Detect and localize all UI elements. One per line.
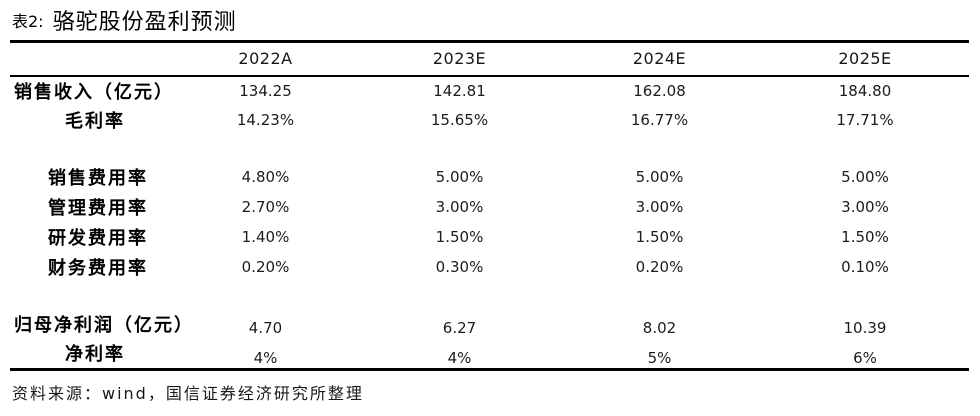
row-label: 归母净利润（亿元）: [14, 314, 194, 336]
value-cell: 3.00%: [435, 197, 484, 216]
value-cell: 4.70: [248, 319, 283, 337]
source-note: 资料来源：wind，国信证券经济研究所整理: [12, 384, 364, 403]
value-cell: 2.70%: [241, 197, 290, 216]
value-cell: 1.50%: [435, 227, 484, 246]
value-cell: 10.39: [843, 319, 887, 337]
header-cell-2025e: 2025E: [838, 49, 892, 69]
value-cell: 3.00%: [635, 197, 684, 216]
row-label: 财务费用率: [48, 257, 148, 279]
header-cell-2023e: 2023E: [432, 49, 487, 69]
value-cell: 6.27: [442, 319, 477, 337]
value-cell: 17.71%: [836, 110, 894, 129]
value-cell: 1.50%: [635, 227, 684, 246]
value-cell: 0.20%: [241, 257, 290, 276]
row-label: 毛利率: [65, 110, 125, 132]
value-cell: 5.00%: [841, 167, 889, 186]
row-label: 销售收入（亿元）: [14, 82, 174, 103]
value-cell: 5.00%: [635, 167, 684, 186]
value-cell: 3.00%: [841, 197, 889, 216]
value-cell: 134.25: [239, 82, 292, 100]
value-cell: 8.02: [642, 319, 677, 337]
table-row-rd-expense: 研发费用率 1.40% 1.50% 1.50% 1.50%: [10, 222, 969, 252]
table-row-net-profit: 归母净利润（亿元） 4.70 6.27 8.02 10.39: [10, 309, 969, 339]
value-cell: 6%: [853, 348, 877, 367]
table-row-finance-expense: 财务费用率 0.20% 0.30% 0.20% 0.10%: [10, 252, 969, 282]
report-table-panel: 表2: 骆驼股份盈利预测 2022A 2023E 2024E 2025E 销售收…: [10, 0, 969, 403]
row-label: 管理费用率: [48, 197, 148, 219]
value-cell: 1.40%: [241, 227, 290, 246]
value-cell: 5%: [647, 348, 672, 367]
spacer-row: [10, 282, 969, 309]
value-cell: 5.00%: [435, 167, 484, 186]
spacer-row: [10, 134, 969, 162]
value-cell: 142.81: [433, 82, 486, 100]
table-row-admin-expense: 管理费用率 2.70% 3.00% 3.00% 3.00%: [10, 192, 969, 222]
table-title: 表2: 骆驼股份盈利预测: [10, 0, 969, 40]
profit-forecast-table: 2022A 2023E 2024E 2025E 销售收入（亿元） 134.25 …: [10, 40, 969, 371]
row-label: 销售费用率: [48, 167, 148, 189]
value-cell: 16.77%: [630, 110, 689, 129]
header-cell-2024e: 2024E: [632, 49, 687, 69]
value-cell: 4.80%: [241, 167, 290, 186]
table-row-net-margin: 净利率 4% 4% 5% 6%: [10, 339, 969, 370]
table-row-gross-margin: 毛利率 14.23% 15.65% 16.77% 17.71%: [10, 106, 969, 134]
row-label: 研发费用率: [48, 227, 148, 249]
header-cell-2022a: 2022A: [238, 49, 293, 69]
value-cell: 0.10%: [841, 257, 889, 276]
value-cell: 162.08: [633, 82, 686, 100]
table-row-selling-expense: 销售费用率 4.80% 5.00% 5.00% 5.00%: [10, 162, 969, 192]
value-cell: 14.23%: [236, 110, 295, 129]
value-cell: 1.50%: [841, 227, 889, 246]
row-label: 净利率: [65, 344, 125, 366]
value-cell: 15.65%: [430, 110, 489, 129]
value-cell: 0.20%: [635, 257, 684, 276]
value-cell: 4%: [447, 348, 472, 367]
value-cell: 184.80: [838, 82, 892, 100]
table-title-text: 骆驼股份盈利预测: [52, 10, 237, 35]
table-title-prefix: 表2:: [12, 12, 44, 31]
table-row-revenue: 销售收入（亿元） 134.25 142.81 162.08 184.80: [10, 76, 969, 106]
value-cell: 0.30%: [435, 257, 484, 276]
header-empty-cell: [10, 42, 170, 76]
value-cell: 4%: [253, 348, 278, 367]
header-row: 2022A 2023E 2024E 2025E: [10, 42, 969, 76]
